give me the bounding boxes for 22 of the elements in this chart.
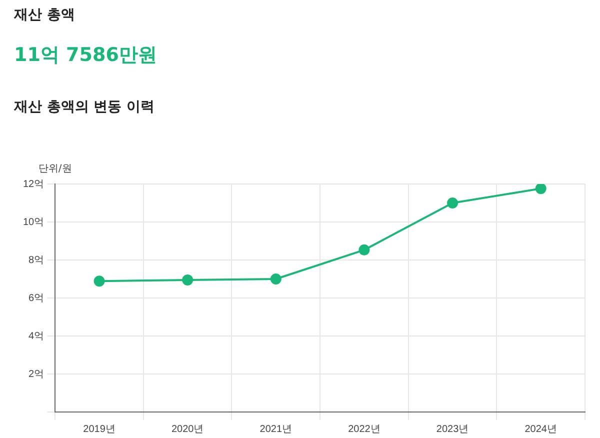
point <box>447 198 458 208</box>
point <box>270 274 282 284</box>
point <box>182 274 194 286</box>
text: 11억 7586만원 <box>14 43 157 68</box>
x-tick-label: 2019년 <box>83 424 116 435</box>
y-tick-label: 4억 <box>28 330 44 342</box>
chart-title: 재산 총액의 변동 이력 <box>14 98 155 116</box>
y-tick-label: 10억 <box>23 216 44 228</box>
x-tick-label: 2023년 <box>436 424 469 435</box>
x-tick-label: 2020년 <box>171 424 204 435</box>
x-tick-label: 2024년 <box>524 424 557 435</box>
x-tick-label: 2021년 <box>260 424 292 435</box>
y-axis-title: 단위/원 <box>38 164 72 175</box>
y-tick-label: 12억 <box>23 178 44 190</box>
text: 재산 총액 <box>14 6 75 24</box>
point <box>358 244 370 256</box>
point <box>535 184 546 194</box>
x-tick-label: 2022년 <box>348 424 380 435</box>
y-tick-label: 2억 <box>28 368 44 380</box>
y-tick-label: 8억 <box>28 254 44 266</box>
y-tick-label: 6억 <box>28 292 44 304</box>
point <box>94 276 105 287</box>
